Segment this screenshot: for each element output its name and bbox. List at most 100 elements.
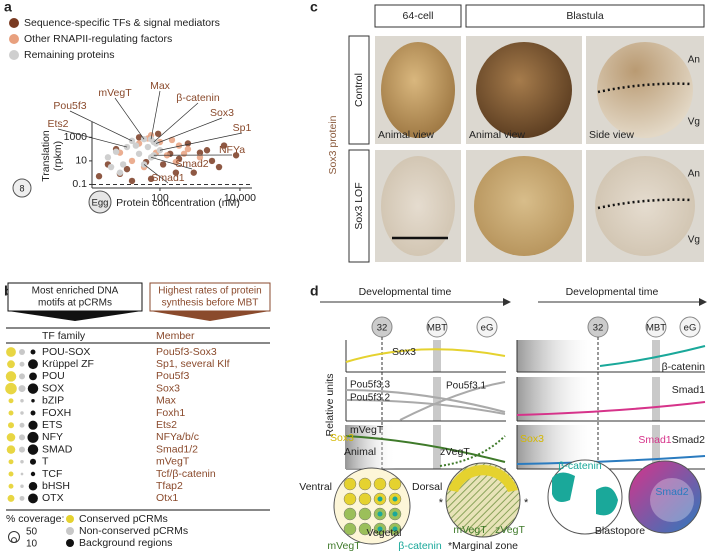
header-box (7, 282, 143, 312)
view-label: Side view (589, 129, 634, 141)
row-box (348, 149, 370, 263)
stain-label: Sox3 protein (327, 115, 339, 174)
axis-label: Vegetal (366, 527, 401, 539)
embryo-image (597, 42, 693, 138)
factor-label: mVegT (327, 540, 361, 552)
data-point (172, 169, 180, 176)
y-axis-label: Relative units (324, 373, 336, 436)
data-point (128, 157, 136, 165)
data-point (147, 175, 155, 183)
sox3-domain (448, 465, 518, 492)
schematic-curve (345, 348, 506, 363)
nucleus (392, 496, 398, 502)
view-label: Animal view (469, 129, 525, 141)
header-arrow (150, 311, 270, 321)
tf-family: TCF (42, 468, 62, 480)
tf-family: NFY (42, 431, 63, 443)
schematic-curve (345, 399, 506, 415)
marker: * (524, 497, 529, 509)
embryo-image (595, 156, 695, 256)
size-legend (11, 537, 17, 544)
schematic-curve (439, 435, 506, 467)
coverage-dot (6, 347, 16, 357)
shading (517, 340, 597, 372)
cell-label: 8 (19, 183, 24, 193)
coverage-dot (29, 458, 37, 465)
schematic-curve (516, 455, 706, 465)
factor-label: Sox3 (330, 432, 354, 444)
column-header: Member (156, 330, 195, 342)
data-point (123, 143, 131, 151)
coverage-dot (28, 359, 38, 370)
shading (346, 425, 396, 469)
data-point (119, 161, 127, 168)
legend-entry: Non-conserved pCRMs (79, 525, 188, 537)
header-text: motifs at pCRMs (38, 298, 112, 309)
cell (358, 522, 372, 536)
data-point (168, 136, 176, 144)
row-box (348, 35, 370, 145)
stage-label: 32 (593, 323, 604, 334)
stage-label: eG (684, 323, 697, 334)
legend-entry: Other RNAPII-regulating factors (24, 33, 172, 45)
cell (358, 477, 372, 491)
curve-label: mVegT (350, 424, 384, 436)
leader-line (69, 110, 133, 142)
data-point (184, 140, 192, 147)
factor-label: zVegT (495, 524, 525, 536)
coverage-dot (18, 348, 26, 356)
stage-icon (426, 316, 448, 338)
coverage-dot (20, 460, 24, 464)
legend-entry: Conserved pCRMs (79, 513, 168, 525)
y-tick-label: 0.1 (72, 178, 87, 190)
cell (343, 507, 357, 521)
data-point (135, 150, 143, 157)
coverage-dot (31, 399, 35, 403)
y-tick-label: 1000 (64, 131, 88, 143)
coverage-dot (5, 382, 17, 395)
data-point (112, 148, 120, 155)
data-point (196, 154, 204, 161)
panel-label: c (310, 0, 318, 15)
y-axis-label: Translation (40, 130, 52, 182)
data-point (128, 177, 136, 185)
tf-member: Ets2 (156, 419, 177, 431)
panel-label: d (310, 283, 319, 299)
axis-label: Animal (344, 446, 376, 458)
curve-label: Smad1 (672, 384, 705, 396)
y-axis-label: (rpkm) (52, 141, 64, 171)
egg-label: Egg (92, 198, 109, 209)
data-point (203, 147, 211, 154)
leader-line (155, 117, 223, 144)
pole-label: An (688, 169, 700, 180)
timeline-title: Developmental time (359, 286, 452, 298)
data-point (180, 150, 188, 157)
point-label: Pou5f3 (53, 100, 86, 112)
tf-family: Krüppel ZF (42, 358, 94, 370)
tf-member: Sp1, several Klf (156, 358, 230, 370)
data-point (132, 142, 140, 149)
data-point (116, 169, 124, 176)
mbt-bar (652, 425, 660, 469)
coverage-dot (27, 444, 39, 455)
curve-label: β-catenin (662, 361, 706, 373)
factor-label: β-catenin (398, 540, 442, 552)
coverage-dot (20, 399, 24, 403)
legend-swatch (9, 34, 19, 44)
pole-label: Vg (688, 117, 700, 128)
egg-icon (88, 190, 112, 214)
leader-line (57, 128, 128, 148)
marker: * (439, 497, 444, 509)
legend-title: % coverage: (6, 513, 64, 525)
legend-swatch (9, 50, 19, 60)
cell (358, 492, 372, 506)
tf-member: NFYa/b/c (156, 431, 199, 443)
header-text: synthesis before MBT (162, 298, 259, 309)
data-point (144, 143, 152, 151)
stage-icon (679, 316, 701, 338)
size-legend-label: 50 (26, 527, 38, 538)
coverage-dot (28, 493, 38, 504)
y-tick-label: 10 (75, 155, 87, 167)
coverage-dot (20, 484, 24, 488)
